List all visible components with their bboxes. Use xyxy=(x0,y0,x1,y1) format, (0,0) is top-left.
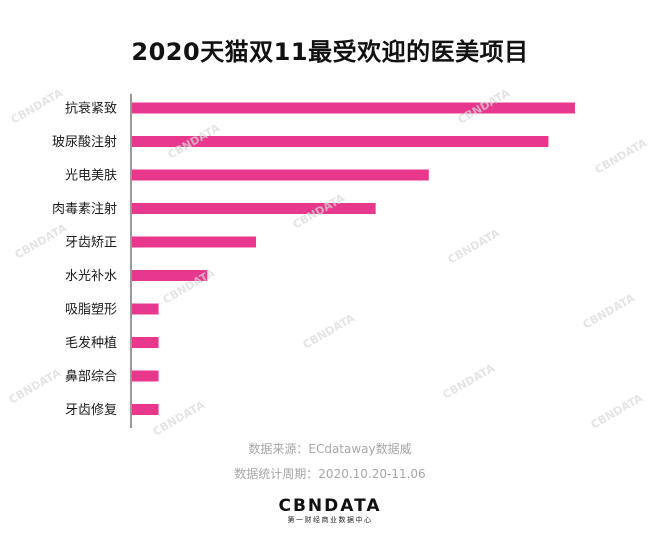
bar xyxy=(132,203,376,214)
category-label: 毛发种植 xyxy=(65,335,117,351)
category-label: 牙齿矫正 xyxy=(65,236,117,251)
bar xyxy=(132,337,159,348)
logo-wordmark: CBNDATA xyxy=(278,496,382,516)
bar xyxy=(132,236,257,248)
category-label: 玻尿酸注射 xyxy=(52,134,117,150)
bar xyxy=(132,370,159,382)
category-label: 牙齿修复 xyxy=(65,403,117,418)
data-period-text: 数据统计周期：2020.10.20-11.06 xyxy=(234,467,426,481)
bar xyxy=(132,270,208,281)
bar-group xyxy=(132,102,575,415)
category-label: 鼻部综合 xyxy=(65,369,117,385)
category-label-group: 抗衰紧致玻尿酸注射光电美肤肉毒素注射牙齿矫正水光补水吸脂塑形毛发种植鼻部综合牙齿… xyxy=(52,101,117,419)
category-label: 肉毒素注射 xyxy=(52,201,117,217)
category-label: 抗衰紧致 xyxy=(65,101,117,117)
bar xyxy=(132,169,429,181)
bar xyxy=(132,303,159,315)
category-label: 光电美肤 xyxy=(65,169,117,184)
cbndata-logo: CBNDATA 第一财经商业数据中心 xyxy=(0,497,660,525)
category-label: 吸脂塑形 xyxy=(65,303,117,318)
bar xyxy=(132,404,159,415)
data-source-text: 数据来源：ECdataway数据威 xyxy=(248,442,412,456)
bar xyxy=(132,136,549,147)
chart-title: 2020天猫双11最受欢迎的医美项目 xyxy=(131,38,529,66)
logo-tagline: 第一财经商业数据中心 xyxy=(287,516,373,524)
category-label: 水光补水 xyxy=(65,269,117,284)
bar xyxy=(132,102,575,114)
